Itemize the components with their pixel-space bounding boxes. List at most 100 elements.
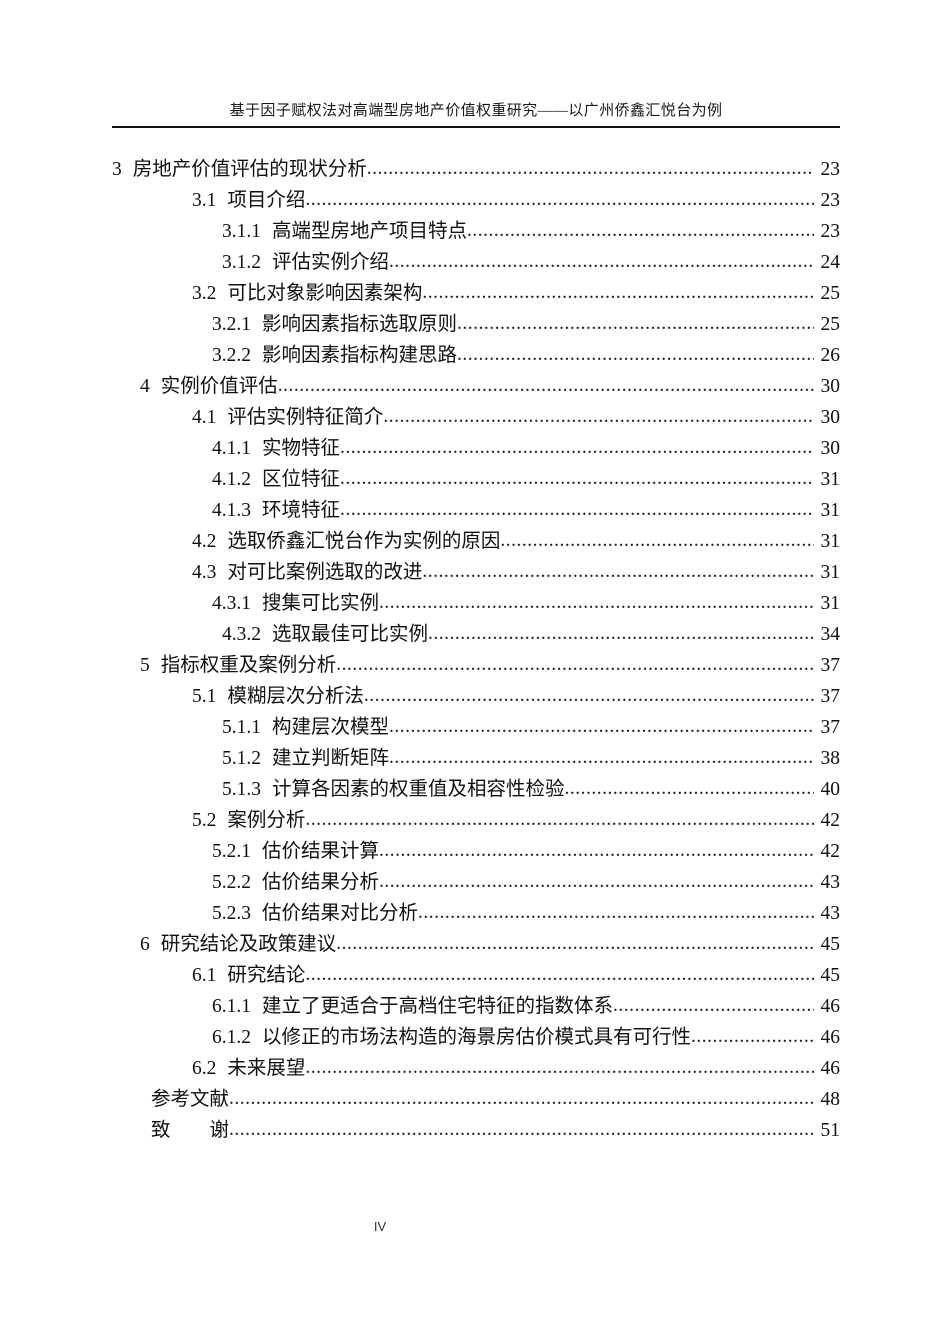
toc-entry-title: 实物特征 — [262, 438, 341, 459]
toc-leader-dots: ........................................… — [305, 1057, 814, 1078]
toc-entry[interactable]: 3.1.1 高端型房地产项目特点.........................… — [0, 214, 950, 245]
toc-entry-page-number: 37 — [820, 655, 841, 676]
running-header: 基于因子赋权法对高端型房地产价值权重研究——以广州侨鑫汇悦台为例 — [112, 100, 840, 128]
toc-entry-title: 实例价值评估 — [160, 376, 278, 397]
toc-entry[interactable]: 5.2.3 估价结果对比分析...........................… — [0, 896, 950, 927]
toc-entry[interactable]: 4.1.3 环境特征...............................… — [0, 493, 950, 524]
toc-entry-title: 高端型房地产项目特点 — [272, 221, 468, 242]
toc-entry[interactable]: 4.1.2 区位特征...............................… — [0, 462, 950, 493]
toc-entry-title: 房地产价值评估的现状分析 — [132, 159, 367, 180]
toc-leader-dots: ........................................… — [340, 437, 814, 458]
toc-entry[interactable]: 5.1.3 计算各因素的权重值及相容性检验....................… — [0, 772, 950, 803]
toc-entry[interactable]: 5.2 案例分析.................................… — [0, 803, 950, 834]
toc-entry-page-number: 31 — [820, 593, 841, 614]
toc-entry-page-number: 26 — [820, 345, 841, 366]
toc-entry-number: 4.1 — [192, 407, 217, 428]
toc-entry[interactable]: 4.3.2 选取最佳可比实例...........................… — [0, 617, 950, 648]
toc-entry-page-number: 48 — [820, 1089, 841, 1110]
toc-entry[interactable]: 5.1 模糊层次分析法..............................… — [0, 679, 950, 710]
toc-entry-number: 3.1 — [192, 190, 217, 211]
toc-entry-title: 建立判断矩阵 — [272, 748, 390, 769]
toc-leader-dots: ........................................… — [229, 1119, 814, 1140]
toc-entry-page-number: 31 — [820, 469, 841, 490]
toc-leader-dots: ........................................… — [383, 406, 814, 427]
toc-entry-page-number: 31 — [820, 562, 841, 583]
toc-entry[interactable]: 3 房地产价值评估的现状分析...........................… — [0, 152, 950, 183]
toc-entry[interactable]: 4.2 选取侨鑫汇悦台作为实例的原因.......................… — [0, 524, 950, 555]
toc-entry[interactable]: 5.1.1 构建层次模型.............................… — [0, 710, 950, 741]
toc-entry-page-number: 43 — [820, 903, 841, 924]
toc-leader-dots: ........................................… — [340, 499, 814, 520]
toc-leader-dots: ........................................… — [389, 251, 814, 272]
toc-entry-title: 致 谢 — [151, 1120, 230, 1141]
toc-entry[interactable]: 3.1.2 评估实例介绍.............................… — [0, 245, 950, 276]
toc-entry-page-number: 30 — [820, 407, 841, 428]
toc-entry-page-number: 37 — [820, 717, 841, 738]
toc-leader-dots: ........................................… — [366, 158, 814, 179]
toc-leader-dots: ........................................… — [418, 902, 814, 923]
toc-entry-page-number: 51 — [820, 1120, 841, 1141]
toc-entry[interactable]: 参考文献....................................… — [0, 1082, 950, 1113]
toc-entry-title: 影响因素指标选取原则 — [262, 314, 458, 335]
toc-entry-title: 参考文献 — [151, 1089, 230, 1110]
toc-leader-dots: ........................................… — [389, 716, 814, 737]
toc-entry[interactable]: 6.2 未来展望.................................… — [0, 1051, 950, 1082]
toc-entry[interactable]: 5.2.1 估价结果计算.............................… — [0, 834, 950, 865]
toc-entry[interactable]: 3.2.2 影响因素指标构建思路.........................… — [0, 338, 950, 369]
toc-entry-number: 5.2 — [192, 810, 217, 831]
toc-entry-title: 影响因素指标构建思路 — [262, 345, 458, 366]
toc-entry[interactable]: 4.3 对可比案例选取的改进...........................… — [0, 555, 950, 586]
toc-entry[interactable]: 3.2 可比对象影响因素架构...........................… — [0, 276, 950, 307]
toc-entry[interactable]: 4.1 评估实例特征简介.............................… — [0, 400, 950, 431]
toc-entry-number: 3.2.1 — [212, 314, 251, 335]
toc-entry[interactable]: 5.2.2 估价结果分析.............................… — [0, 865, 950, 896]
toc-entry[interactable]: 4 实例价值评估.................................… — [0, 369, 950, 400]
toc-entry-page-number: 37 — [820, 686, 841, 707]
toc-entry-number: 5.2.3 — [212, 903, 251, 924]
toc-entry-number: 4.3.1 — [212, 593, 251, 614]
toc-entry-page-number: 30 — [820, 438, 841, 459]
toc-entry[interactable]: 6.1.2 以修正的市场法构造的海景房估价模式具有可行性.............… — [0, 1020, 950, 1051]
running-header-title: 基于因子赋权法对高端型房地产价值权重研究——以广州侨鑫汇悦台为例 — [229, 103, 723, 119]
toc-entry-title: 以修正的市场法构造的海景房估价模式具有可行性 — [262, 1027, 692, 1048]
toc-entry[interactable]: 3.2.1 影响因素指标选取原则.........................… — [0, 307, 950, 338]
toc-entry-number: 4.3.2 — [222, 624, 261, 645]
toc-entry-page-number: 42 — [820, 841, 841, 862]
toc-leader-dots: ........................................… — [457, 344, 814, 365]
toc-entry[interactable]: 5 指标权重及案例分析..............................… — [0, 648, 950, 679]
toc-entry-page-number: 46 — [820, 1058, 841, 1079]
toc-entry[interactable]: 致 谢.....................................… — [0, 1113, 950, 1144]
toc-entry-title: 搜集可比实例 — [262, 593, 380, 614]
toc-leader-dots: ........................................… — [457, 313, 814, 334]
toc-entry-page-number: 40 — [820, 779, 841, 800]
footer-page-number: IV — [373, 1219, 387, 1234]
toc-entry-page-number: 46 — [820, 1027, 841, 1048]
toc-leader-dots: ........................................… — [336, 933, 814, 954]
toc-entry-number: 4.3 — [192, 562, 217, 583]
toc-entry-title: 估价结果计算 — [262, 841, 380, 862]
toc-entry-page-number: 42 — [820, 810, 841, 831]
toc-entry[interactable]: 5.1.2 建立判断矩阵.............................… — [0, 741, 950, 772]
toc-entry[interactable]: 4.1.1 实物特征...............................… — [0, 431, 950, 462]
toc-entry-title: 案例分析 — [227, 810, 306, 831]
toc-entry-number: 5.2.1 — [212, 841, 251, 862]
toc-entry[interactable]: 6.1.1 建立了更适合于高档住宅特征的指数体系.................… — [0, 989, 950, 1020]
toc-entry-title: 估价结果分析 — [262, 872, 380, 893]
toc-entry-page-number: 38 — [820, 748, 841, 769]
toc-entry-number: 6.2 — [192, 1058, 217, 1079]
toc-entry-title: 环境特征 — [262, 500, 341, 521]
toc-entry[interactable]: 6.1 研究结论.................................… — [0, 958, 950, 989]
toc-entry-number: 4.1.3 — [212, 500, 251, 521]
toc-entry[interactable]: 6 研究结论及政策建议..............................… — [0, 927, 950, 958]
toc-entry-page-number: 46 — [820, 996, 841, 1017]
toc-entry-number: 5.1.2 — [222, 748, 261, 769]
toc-entry-title: 未来展望 — [227, 1058, 306, 1079]
toc-entry-title: 可比对象影响因素架构 — [227, 283, 423, 304]
toc-entry-page-number: 23 — [820, 190, 841, 211]
toc-leader-dots: ........................................… — [336, 654, 814, 675]
toc-entry[interactable]: 4.3.1 搜集可比实例.............................… — [0, 586, 950, 617]
toc-leader-dots: ........................................… — [389, 747, 814, 768]
toc-entry[interactable]: 3.1 项目介绍.................................… — [0, 183, 950, 214]
toc-entry-number: 6.1.1 — [212, 996, 251, 1017]
toc-leader-dots: ........................................… — [379, 871, 814, 892]
